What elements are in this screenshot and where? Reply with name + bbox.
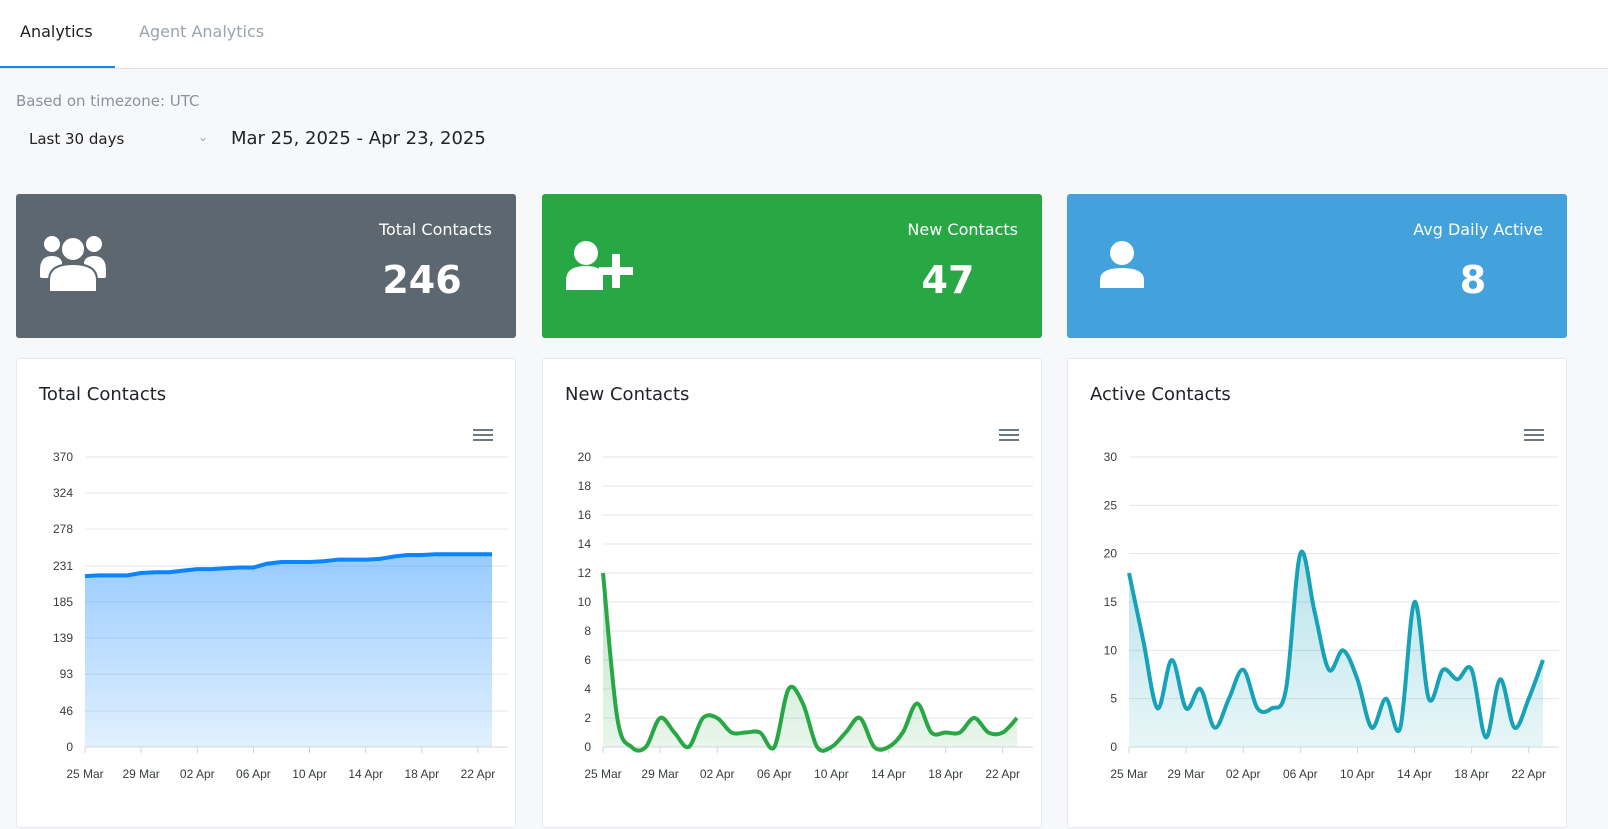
y-tick-label: 14	[578, 537, 592, 551]
timezone-label: Based on timezone: UTC	[16, 92, 200, 110]
x-tick-label: 10 Apr	[292, 767, 327, 781]
x-tick-label: 02 Apr	[180, 767, 215, 781]
x-tick-label: 06 Apr	[236, 767, 271, 781]
date-range-text: Mar 25, 2025 - Apr 23, 2025	[231, 128, 486, 149]
x-tick-label: 29 Mar	[641, 767, 678, 781]
y-tick-label: 0	[66, 740, 73, 754]
series-line	[601, 572, 1019, 753]
tab-analytics[interactable]: Analytics	[20, 22, 93, 41]
chart-menu-icon[interactable]	[1524, 427, 1544, 443]
chart-menu-icon[interactable]	[999, 427, 1019, 443]
y-tick-label: 324	[53, 486, 73, 500]
date-range-select-value: Last 30 days	[29, 130, 125, 148]
x-tick-label: 18 Apr	[1454, 767, 1489, 781]
y-tick-label: 15	[1104, 595, 1118, 609]
series-line	[84, 552, 492, 579]
y-tick-label: 370	[53, 450, 73, 464]
chevron-down-icon: ⌄	[198, 130, 209, 144]
tab-agent-analytics[interactable]: Agent Analytics	[139, 22, 265, 41]
users-group-icon	[40, 236, 106, 293]
chart-menu-icon[interactable]	[473, 427, 493, 443]
user-plus-icon	[566, 241, 633, 290]
stat-title: Total Contacts	[378, 220, 492, 239]
y-tick-label: 10	[1104, 643, 1118, 657]
x-tick-label: 14 Apr	[871, 767, 906, 781]
x-tick-label: 10 Apr	[1340, 767, 1375, 781]
x-tick-label: 06 Apr	[757, 767, 792, 781]
date-range-select[interactable]: Last 30 days ⌄	[16, 124, 214, 156]
y-tick-label: 93	[60, 667, 74, 681]
stat-title: New Contacts	[907, 220, 1018, 239]
x-tick-label: 22 Apr	[461, 767, 496, 781]
total-contacts-chart: 0 46 93 139 185 231 278 324 370 25 Mar 29 Mar 02 Ap…	[53, 450, 508, 781]
x-tick-label: 14 Apr	[348, 767, 383, 781]
chart-title: Active Contacts	[1090, 384, 1231, 405]
series-area	[1129, 551, 1543, 747]
user-icon	[1100, 241, 1144, 288]
y-tick-label: 0	[1110, 740, 1117, 754]
y-tick-label: 10	[578, 595, 592, 609]
y-tick-label: 30	[1104, 450, 1118, 464]
y-tick-label: 12	[578, 566, 592, 580]
y-tick-label: 2	[584, 711, 591, 725]
chart-title: Total Contacts	[39, 384, 167, 405]
stat-value: 47	[921, 258, 975, 302]
x-tick-label: 22 Apr	[985, 767, 1020, 781]
y-tick-label: 25	[1104, 498, 1118, 512]
y-tick-label: 20	[578, 450, 592, 464]
x-tick-label: 25 Mar	[1110, 767, 1147, 781]
series-area	[85, 554, 492, 747]
series-line	[1127, 549, 1545, 740]
stat-card-new-contacts: New Contacts 47	[542, 194, 1042, 338]
chart-title: New Contacts	[565, 384, 690, 405]
active-tab-indicator	[0, 66, 115, 68]
stat-value: 246	[382, 258, 462, 302]
y-tick-label: 231	[53, 559, 73, 573]
y-tick-label: 20	[1104, 547, 1118, 561]
x-tick-label: 22 Apr	[1511, 767, 1546, 781]
y-tick-label: 5	[1110, 692, 1117, 706]
stat-title: Avg Daily Active	[1413, 220, 1543, 239]
y-tick-label: 139	[53, 631, 73, 645]
stat-card-avg-daily-active: Avg Daily Active 8	[1067, 194, 1567, 338]
y-tick-label: 46	[60, 704, 74, 718]
x-tick-label: 25 Mar	[66, 767, 103, 781]
y-tick-label: 16	[578, 508, 592, 522]
y-tick-label: 278	[53, 522, 73, 536]
y-tick-label: 4	[584, 682, 591, 696]
stat-value: 8	[1459, 258, 1487, 302]
y-tick-label: 6	[584, 653, 591, 667]
chart-panel-active-contacts: Active Contacts 0 5 10 15 20 25 30 25 Mar 29 Mar…	[1067, 358, 1567, 828]
x-tick-label: 02 Apr	[1226, 767, 1261, 781]
tab-bar: Analytics Agent Analytics	[0, 0, 1608, 69]
chart-panel-total-contacts: Total Contacts 0 46 93 139 185 231 278 324 370 25…	[16, 358, 516, 828]
series-area	[603, 573, 1017, 751]
chart-panel-new-contacts: New Contacts 0 2 4 6 8 10 12 14 16 18 20 25 Mar 29 M…	[542, 358, 1042, 828]
x-tick-label: 18 Apr	[404, 767, 439, 781]
y-tick-label: 18	[578, 479, 592, 493]
y-tick-label: 8	[584, 624, 591, 638]
stat-card-total-contacts: Total Contacts 246	[16, 194, 516, 338]
x-tick-label: 18 Apr	[928, 767, 963, 781]
x-tick-label: 14 Apr	[1397, 767, 1432, 781]
active-contacts-chart: 0 5 10 15 20 25 30 25 Mar 29 Mar 02 Apr 06 Apr 10 A…	[1104, 450, 1559, 781]
y-tick-label: 185	[53, 595, 73, 609]
x-tick-label: 02 Apr	[700, 767, 735, 781]
x-tick-label: 29 Mar	[1167, 767, 1204, 781]
y-tick-label: 0	[584, 740, 591, 754]
x-tick-label: 25 Mar	[584, 767, 621, 781]
x-tick-label: 29 Mar	[122, 767, 159, 781]
new-contacts-chart: 0 2 4 6 8 10 12 14 16 18 20 25 Mar 29 Mar 02 Apr 06 Ap…	[578, 450, 1033, 781]
x-tick-label: 06 Apr	[1283, 767, 1318, 781]
x-tick-label: 10 Apr	[814, 767, 849, 781]
